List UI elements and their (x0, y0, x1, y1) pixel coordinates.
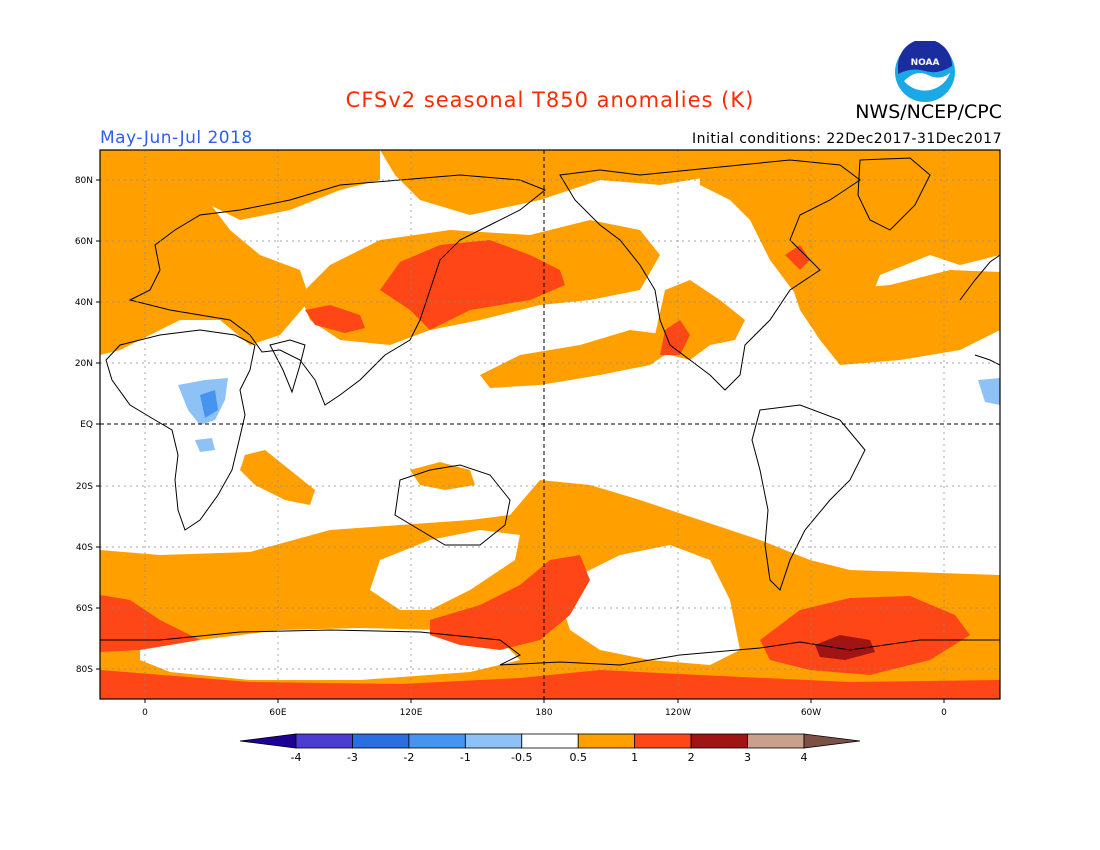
lat-label: 80S (76, 665, 93, 675)
anomaly-region-europe-west (100, 172, 310, 355)
colorbar-label: 3 (744, 751, 751, 764)
colorbar-swatch (295, 733, 353, 749)
anomaly-region-north-america-east (700, 150, 1000, 310)
coastline-antarctica (100, 629, 1000, 666)
colorbar: -4 -3 -2 -1 -0.5 0.5 1 2 3 4 (239, 733, 861, 764)
noaa-logo: NOAA (895, 41, 955, 102)
latitude-axis: 80N 60N 40N 20N EQ 20S 40S 60S 80S (75, 176, 100, 675)
colorbar-label: -2 (403, 751, 414, 764)
colorbar-label: 2 (688, 751, 695, 764)
forecast-period: May-Jun-Jul 2018 (100, 128, 253, 148)
graticule (100, 150, 1000, 699)
lon-label: 60E (269, 708, 286, 718)
lon-label: 0 (941, 708, 947, 718)
coastline-greenland (857, 157, 931, 231)
noaa-logo-text: NOAA (911, 58, 940, 68)
anomaly-region-atlantic-band (790, 270, 1000, 365)
anomaly-region-australia-north (410, 462, 475, 490)
anomaly-region-strong-west-us (660, 320, 690, 355)
colorbar-arrow-high (803, 733, 861, 749)
anomaly-region-very-strong-weddell (815, 635, 875, 660)
coastline-eurasia (128, 174, 546, 406)
anomaly-region-cool-atlantic-africa (978, 378, 1000, 405)
anomaly-gap-southern-indian (370, 530, 520, 610)
colorbar-swatch (577, 733, 636, 749)
lon-label: 180 (535, 708, 552, 718)
colorbar-label: -4 (291, 751, 302, 764)
colorbar-label: 4 (801, 751, 808, 764)
anomaly-region-indian-ocean (240, 450, 315, 505)
anomaly-region-cold-africa (200, 390, 218, 418)
coastline-north-america (559, 159, 861, 391)
anomaly-region-strong-south-pacific (430, 555, 590, 650)
colorbar-swatch (408, 733, 466, 749)
coastline-australia (394, 464, 511, 546)
colorbar-label: -1 (460, 751, 471, 764)
colorbar-label: 0.5 (569, 751, 587, 764)
coastline-india (269, 339, 306, 394)
anomaly-region-strong-antarctic-coast (100, 595, 200, 652)
colorbar-label: -3 (347, 751, 358, 764)
lat-label: 80N (75, 176, 93, 186)
initial-conditions: Initial conditions: 22Dec2017-31Dec2017 (692, 131, 1002, 147)
lat-label: 60N (75, 237, 93, 247)
coastline-west-africa-right (974, 354, 1000, 366)
coastlines (100, 157, 1000, 666)
lat-label: 40N (75, 298, 93, 308)
colorbar-label: 1 (631, 751, 638, 764)
anomaly-region-strong-south-polar (100, 670, 1000, 699)
anomaly-region-arctic-pacific (380, 150, 720, 215)
anomaly-gap-south-pacific (560, 545, 740, 665)
anomaly-region-subtropical-pacific (480, 330, 680, 388)
noaa-logo-sky (898, 41, 952, 74)
lon-label: 120W (665, 708, 691, 718)
agency-label: NWS/NCEP/CPC (855, 101, 1002, 123)
lat-label: EQ (80, 420, 93, 430)
colorbar-swatch (521, 733, 579, 749)
longitude-axis: 0 60E 120E 180 120W 60W 0 (142, 699, 947, 718)
lat-label: 60S (76, 604, 93, 614)
colorbar-swatch (464, 733, 523, 749)
colorbar-swatch (690, 733, 748, 749)
anomaly-region-strong-nw-pacific (380, 240, 565, 330)
anomaly-region-strong-hudson (785, 245, 810, 270)
colorbar-swatch (352, 733, 410, 749)
anomaly-region-cool-east-africa (195, 438, 215, 452)
colorbar-label: -0.5 (511, 751, 532, 764)
chart-title: CFSv2 seasonal T850 anomalies (K) (345, 88, 755, 112)
coastline-africa (105, 329, 256, 531)
anomaly-region-strong-weddell (760, 596, 970, 675)
colorbar-swatch (747, 733, 805, 749)
anomaly-region-strong-east-asia (305, 305, 365, 333)
lon-label: 0 (142, 708, 148, 718)
colorbar-arrow-low (239, 733, 297, 749)
lon-label: 120E (400, 708, 423, 718)
colorbar-swatch (634, 733, 692, 749)
lat-label: 20N (75, 359, 93, 369)
lon-label: 60W (801, 708, 821, 718)
noaa-logo-bird (904, 73, 950, 91)
coastline-south-america (751, 404, 866, 591)
anomaly-shading (100, 150, 1000, 699)
lat-label: 40S (76, 543, 93, 553)
anomaly-region-europe-north (100, 150, 380, 220)
anomaly-gap-antarctica-east (140, 628, 520, 680)
coastline-europe-west (959, 254, 1000, 301)
lat-label: 20S (76, 482, 93, 492)
